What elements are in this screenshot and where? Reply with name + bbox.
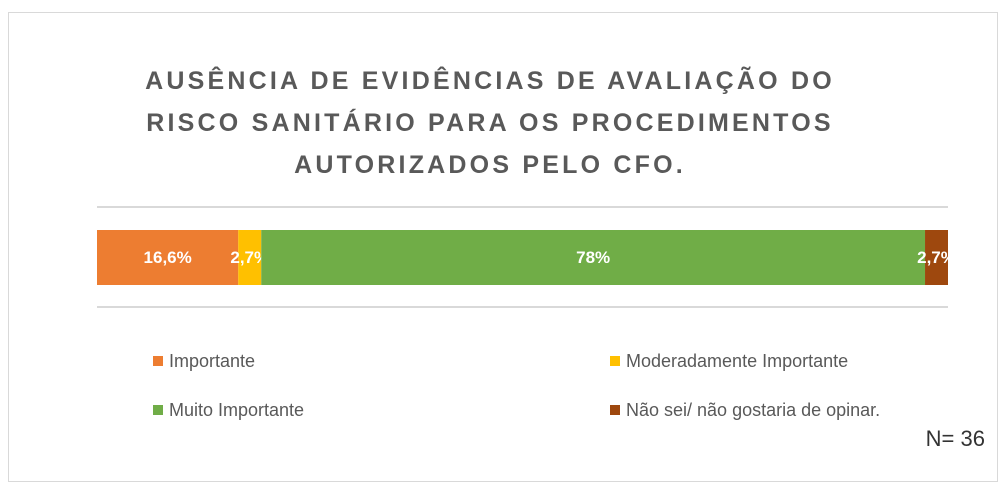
legend-swatch <box>610 405 620 415</box>
data-label: 2,7% <box>230 248 269 267</box>
data-label: 78% <box>576 248 610 267</box>
bar-segment <box>261 230 926 285</box>
legend-label: Moderadamente Importante <box>626 351 848 371</box>
legend-swatch <box>153 356 163 366</box>
data-label: 16,6% <box>144 248 192 267</box>
bar-segment <box>97 230 239 285</box>
legend-label: Muito Importante <box>169 400 304 420</box>
chart-title: AUSÊNCIA DE EVIDÊNCIAS DE AVALIAÇÃO DO R… <box>145 67 835 179</box>
legend-swatch <box>610 356 620 366</box>
bar-segment <box>238 230 262 285</box>
annotation: N= 36 <box>926 426 985 451</box>
legend-label: Importante <box>169 351 255 371</box>
legend-label: Não sei/ não gostaria de opinar. <box>626 400 880 420</box>
bar-segment <box>925 230 948 285</box>
data-label: 2,7% <box>917 248 956 267</box>
legend-swatch <box>153 405 163 415</box>
